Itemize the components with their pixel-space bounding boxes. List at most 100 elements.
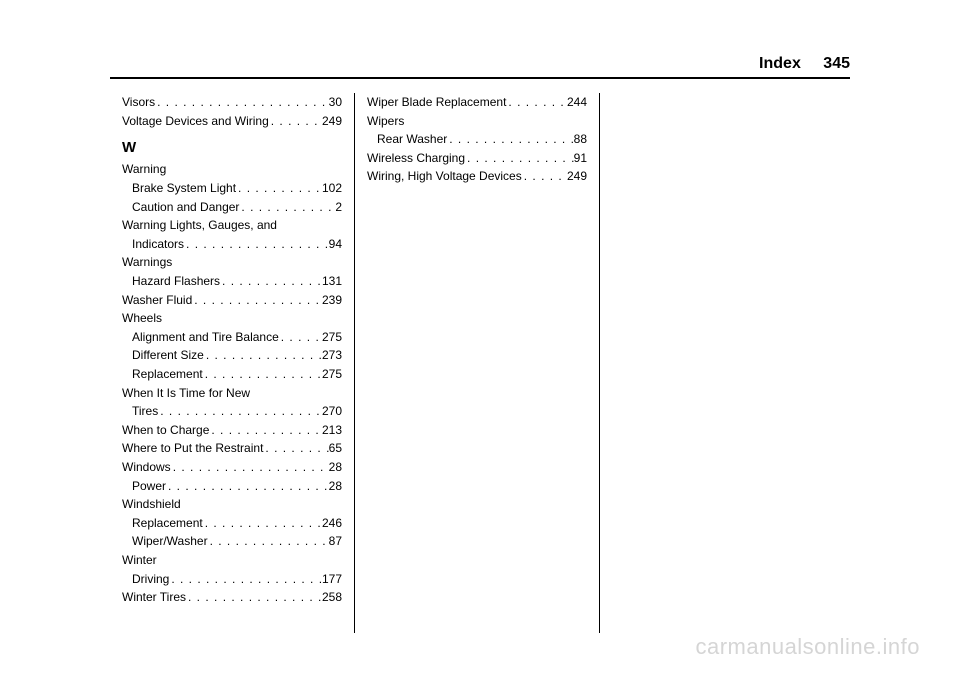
index-entry: Wiring, High Voltage Devices 249 bbox=[367, 167, 587, 186]
entry-page: 273 bbox=[322, 346, 342, 365]
section-letter: W bbox=[122, 136, 342, 159]
index-entry: Replacement 246 bbox=[122, 514, 342, 533]
leader-dots bbox=[465, 149, 574, 168]
leader-dots bbox=[192, 291, 322, 310]
index-entry: Visors 30 bbox=[122, 93, 342, 112]
entry-page: 131 bbox=[322, 272, 342, 291]
entry-page: 88 bbox=[574, 130, 587, 149]
leader-dots bbox=[186, 588, 322, 607]
index-entry: Indicators 94 bbox=[122, 235, 342, 254]
leader-dots bbox=[203, 514, 322, 533]
entry-label: When to Charge bbox=[122, 421, 209, 440]
leader-dots bbox=[158, 402, 322, 421]
entry-page: 91 bbox=[574, 149, 587, 168]
index-entry: Windows 28 bbox=[122, 458, 342, 477]
entry-label: Where to Put the Restraint bbox=[122, 439, 263, 458]
column-3 bbox=[600, 93, 845, 633]
entry-label: Driving bbox=[132, 570, 169, 589]
entry-page: 249 bbox=[567, 167, 587, 186]
index-columns: Visors 30 Voltage Devices and Wiring 249… bbox=[110, 93, 850, 633]
leader-dots bbox=[208, 532, 329, 551]
index-entry: Wiper Blade Replacement 244 bbox=[367, 93, 587, 112]
leader-dots bbox=[269, 112, 322, 131]
entry-page: 28 bbox=[329, 477, 342, 496]
entry-label: Brake System Light bbox=[132, 179, 236, 198]
entry-group-head: Wipers bbox=[367, 112, 587, 131]
entry-page: 94 bbox=[329, 235, 342, 254]
header-page-number: 345 bbox=[823, 55, 850, 72]
leader-dots bbox=[236, 179, 322, 198]
entry-page: 246 bbox=[322, 514, 342, 533]
index-entry: Tires 270 bbox=[122, 402, 342, 421]
leader-dots bbox=[239, 198, 335, 217]
entry-label: Wiper Blade Replacement bbox=[367, 93, 506, 112]
entry-label: Wiper/Washer bbox=[132, 532, 208, 551]
entry-label: Indicators bbox=[132, 235, 184, 254]
entry-label: Tires bbox=[132, 402, 158, 421]
entry-page: 87 bbox=[329, 532, 342, 551]
leader-dots bbox=[155, 93, 329, 112]
entry-label: Replacement bbox=[132, 365, 203, 384]
page-container: Index 345 Visors 30 Voltage Devices and … bbox=[0, 0, 960, 678]
index-entry: Caution and Danger 2 bbox=[122, 198, 342, 217]
leader-dots bbox=[522, 167, 567, 186]
entry-page: 258 bbox=[322, 588, 342, 607]
leader-dots bbox=[204, 346, 322, 365]
entry-page: 270 bbox=[322, 402, 342, 421]
leader-dots bbox=[169, 570, 322, 589]
entry-page: 275 bbox=[322, 328, 342, 347]
column-1: Visors 30 Voltage Devices and Wiring 249… bbox=[110, 93, 355, 633]
entry-label: Rear Washer bbox=[377, 130, 447, 149]
index-entry: Wiper/Washer 87 bbox=[122, 532, 342, 551]
entry-group-head: When It Is Time for New bbox=[122, 384, 342, 403]
header-section: Index bbox=[759, 55, 801, 72]
leader-dots bbox=[203, 365, 322, 384]
leader-dots bbox=[209, 421, 322, 440]
entry-group-head: Wheels bbox=[122, 309, 342, 328]
entry-label: Alignment and Tire Balance bbox=[132, 328, 279, 347]
leader-dots bbox=[506, 93, 567, 112]
entry-group-head: Warning bbox=[122, 160, 342, 179]
index-entry: Winter Tires 258 bbox=[122, 588, 342, 607]
entry-label: Hazard Flashers bbox=[132, 272, 220, 291]
entry-page: 239 bbox=[322, 291, 342, 310]
entry-label: Caution and Danger bbox=[132, 198, 239, 217]
entry-group-head: Warning Lights, Gauges, and bbox=[122, 216, 342, 235]
index-entry: Voltage Devices and Wiring 249 bbox=[122, 112, 342, 131]
entry-page: 2 bbox=[335, 198, 342, 217]
leader-dots bbox=[166, 477, 329, 496]
column-2: Wiper Blade Replacement 244 Wipers Rear … bbox=[355, 93, 600, 633]
index-entry: Power 28 bbox=[122, 477, 342, 496]
index-entry: Different Size 273 bbox=[122, 346, 342, 365]
entry-page: 244 bbox=[567, 93, 587, 112]
leader-dots bbox=[279, 328, 322, 347]
entry-page: 213 bbox=[322, 421, 342, 440]
entry-label: Voltage Devices and Wiring bbox=[122, 112, 269, 131]
entry-group-head: Warnings bbox=[122, 253, 342, 272]
entry-label: Windows bbox=[122, 458, 171, 477]
entry-label: Wiring, High Voltage Devices bbox=[367, 167, 522, 186]
index-entry: Driving 177 bbox=[122, 570, 342, 589]
entry-label: Winter Tires bbox=[122, 588, 186, 607]
index-entry: Wireless Charging 91 bbox=[367, 149, 587, 168]
entry-page: 65 bbox=[329, 439, 342, 458]
index-entry: When to Charge 213 bbox=[122, 421, 342, 440]
index-entry: Alignment and Tire Balance 275 bbox=[122, 328, 342, 347]
leader-dots bbox=[171, 458, 329, 477]
entry-page: 30 bbox=[329, 93, 342, 112]
entry-label: Wireless Charging bbox=[367, 149, 465, 168]
leader-dots bbox=[263, 439, 328, 458]
entry-page: 177 bbox=[322, 570, 342, 589]
index-entry: Hazard Flashers 131 bbox=[122, 272, 342, 291]
entry-group-head: Windshield bbox=[122, 495, 342, 514]
leader-dots bbox=[447, 130, 573, 149]
entry-page: 102 bbox=[322, 179, 342, 198]
entry-page: 28 bbox=[329, 458, 342, 477]
index-entry: Replacement 275 bbox=[122, 365, 342, 384]
entry-label: Washer Fluid bbox=[122, 291, 192, 310]
index-entry: Brake System Light 102 bbox=[122, 179, 342, 198]
index-entry: Washer Fluid 239 bbox=[122, 291, 342, 310]
leader-dots bbox=[220, 272, 322, 291]
entry-group-head: Winter bbox=[122, 551, 342, 570]
page-header: Index 345 bbox=[110, 55, 850, 79]
